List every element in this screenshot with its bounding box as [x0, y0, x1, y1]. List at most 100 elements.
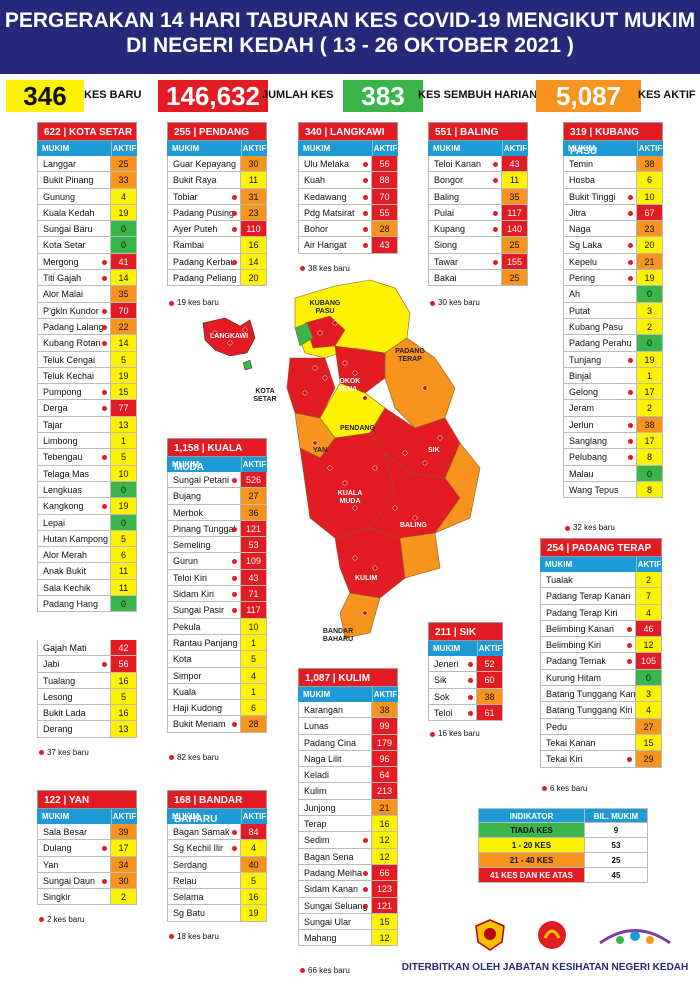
aktif-value: 40	[240, 856, 266, 872]
new-case-dot-icon	[232, 592, 237, 598]
mukim-name: Siong	[434, 240, 458, 251]
map-pokok-sena	[334, 345, 386, 394]
aktif-value: 77	[110, 400, 136, 416]
col-aktif: AKTIF	[111, 809, 137, 824]
mukim-name: Kurung Hitam	[546, 672, 602, 683]
legend-indicator: 41 KES DAN KE ATAS	[479, 868, 584, 882]
stat-value: 146,632	[158, 80, 268, 112]
new-case-dot-icon	[363, 210, 368, 216]
new-case-dot-icon	[628, 422, 633, 428]
aktif-value: 2	[110, 889, 136, 905]
table-header: MUKIM AKTIF	[37, 141, 137, 156]
mukim-name: Sungai Seluang	[304, 900, 368, 911]
table-row: Naga 23	[563, 221, 663, 238]
aktif-value: 140	[501, 221, 527, 237]
col-mukim: MUKIM	[42, 812, 70, 821]
mukim-name: Guar Kepayang	[173, 159, 237, 169]
new-case-dot-icon	[102, 308, 107, 314]
map-kulim-orange	[399, 532, 441, 579]
aktif-value: 0	[110, 481, 136, 498]
table-row: Kangkong 19	[37, 498, 137, 515]
table-row: Sungai Pasir 117	[167, 602, 267, 619]
col-aktif: AKTIF	[241, 141, 267, 156]
table-row: Sala Besar 39	[37, 824, 137, 841]
table-row: Teluk Cengai 5	[37, 351, 137, 368]
col-aktif: AKTIF	[241, 457, 267, 472]
mukim-name: Derga	[38, 400, 110, 415]
mukim-name: Padang Temak	[541, 653, 635, 668]
new-case-dot-icon	[468, 694, 473, 700]
map-langkawi-islet	[242, 359, 253, 371]
mukim-name: Anak Bukit	[43, 566, 87, 577]
table-row: Pedu 27	[540, 718, 662, 735]
mukim-name: Padang Kerbau	[173, 256, 237, 267]
mukim-name: Sg Batu	[173, 908, 206, 919]
aktif-value: 10	[636, 188, 662, 204]
aktif-value: 70	[110, 302, 136, 318]
table-row: Gurun 109	[167, 553, 267, 570]
legend-indicator: 21 - 40 KES	[479, 853, 584, 867]
aktif-value: 60	[476, 672, 502, 688]
table-row: Pulai 117	[428, 204, 528, 222]
table-row: Naga Lilit 96	[298, 750, 398, 768]
aktif-value: 20	[240, 270, 266, 286]
aktif-value: 17	[636, 384, 662, 400]
mukim-name: Kulim	[304, 786, 327, 797]
aktif-value: 19	[636, 351, 662, 367]
stat-value: 346	[6, 80, 84, 112]
aktif-value: 43	[501, 156, 527, 172]
aktif-value: 3	[635, 686, 661, 702]
map-label-kubang-pasu: KUBANG PASU	[309, 300, 341, 315]
table-row: Ulu Melaka 56	[298, 156, 398, 173]
mukim-name: Pinang Tunggal	[173, 523, 237, 534]
map-green-patch	[294, 322, 314, 347]
aktif-value: 31	[240, 188, 266, 204]
aktif-value: 30	[240, 156, 266, 172]
aktif-value: 5	[240, 872, 266, 889]
table-row: Serdang 40	[167, 856, 267, 873]
aktif-value: 110	[240, 221, 266, 237]
mukim-name: Tekai Kiri	[541, 751, 635, 766]
aktif-value: 27	[240, 488, 266, 504]
table-row: Bagan Sena 12	[298, 848, 398, 865]
table-row: Ah 0	[563, 286, 663, 303]
table-row: Bohor 28	[298, 221, 398, 238]
kedah-map	[202, 279, 481, 639]
stat-value: 383	[343, 80, 423, 112]
aktif-value: 11	[110, 563, 136, 579]
table-row: Teloi 61	[428, 704, 503, 722]
mukim-name: Singkir	[43, 892, 71, 903]
table-row: Sala Kechik 11	[37, 579, 137, 597]
mukim-name: Bohor	[299, 221, 371, 236]
aktif-value: 14	[110, 335, 136, 351]
new-case-dot-icon	[232, 608, 237, 614]
table-row: Anak Bukit 11	[37, 563, 137, 580]
mukim-name: Selama	[173, 892, 204, 903]
map-east-orange	[434, 442, 481, 534]
mukim-name: Teluk Kechai	[43, 370, 95, 381]
mukim-name: Sungai Baru	[43, 224, 93, 235]
aktif-value: 105	[635, 653, 661, 669]
aktif-value: 4	[240, 667, 266, 683]
table-row: Padang Meiha 66	[298, 864, 398, 882]
table-row: Kupang 140	[428, 221, 528, 238]
mukim-name: Tajar	[43, 419, 63, 430]
aktif-value: 3	[636, 302, 662, 318]
new-case-dot-icon	[352, 505, 358, 511]
district-title: 255 | PENDANG	[167, 122, 267, 141]
aktif-value: 4	[110, 188, 136, 204]
col-mukim: MUKIM	[433, 144, 461, 153]
new-cases-note: 82 kes baru	[169, 753, 219, 762]
district-title: 254 | PADANG TERAP	[540, 538, 662, 557]
table-row: Gunung 4	[37, 188, 137, 205]
note-text: 32 kes baru	[573, 523, 615, 533]
col-aktif: AKTIF	[241, 809, 267, 824]
table-row: Teluk Kechai 19	[37, 367, 137, 385]
district-title: 319 | KUBANG PASU	[563, 122, 663, 157]
new-case-dot-icon	[102, 259, 107, 265]
aktif-value: 56	[371, 156, 397, 172]
table-row: Junjong 21	[298, 799, 398, 817]
stat-label: KES BARU	[84, 89, 142, 101]
aktif-value: 88	[371, 172, 397, 188]
table-row: Tajar 13	[37, 416, 137, 434]
